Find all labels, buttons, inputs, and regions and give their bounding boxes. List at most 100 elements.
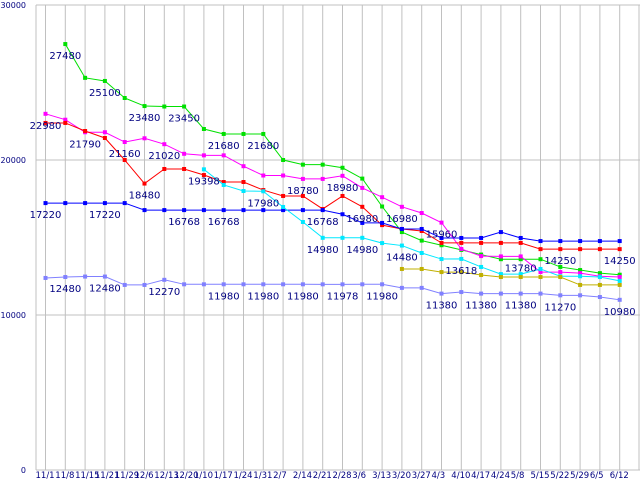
data-point (43, 111, 48, 116)
data-label: 13780 (505, 263, 537, 274)
data-point (399, 230, 404, 235)
data-point (360, 235, 365, 240)
data-point (419, 285, 424, 290)
data-point (142, 282, 147, 287)
data-label: 11380 (426, 301, 458, 312)
data-point (83, 201, 88, 206)
data-label: 23480 (129, 113, 161, 124)
data-point (182, 151, 187, 156)
x-tick-label: 11/1 (36, 471, 55, 480)
data-point (558, 264, 563, 269)
data-label: 12480 (49, 284, 81, 295)
x-tick-label: 2/7 (273, 471, 287, 480)
data-label: 18980 (327, 183, 359, 194)
series-magenta (43, 111, 622, 280)
data-point (221, 208, 226, 213)
y-tick-label: 30000 (1, 1, 26, 10)
data-label: 18480 (129, 191, 161, 202)
data-point (439, 220, 444, 225)
data-point (498, 230, 503, 235)
data-point (439, 291, 444, 296)
data-point (617, 282, 622, 287)
series-lavender (43, 274, 622, 302)
x-tick-label: 6/5 (590, 471, 604, 480)
data-point (320, 208, 325, 213)
data-point (221, 153, 226, 158)
data-point (182, 104, 187, 109)
data-point (360, 220, 365, 225)
data-label: 25100 (89, 88, 121, 99)
x-tick-label: 11/21 (95, 471, 120, 480)
data-point (538, 275, 543, 280)
data-point (201, 173, 206, 178)
data-point (182, 282, 187, 287)
data-point (83, 274, 88, 279)
data-point (320, 282, 325, 287)
x-tick-label: 2/14 (293, 471, 312, 480)
data-point (498, 257, 503, 262)
data-point (558, 270, 563, 275)
series-blue (43, 201, 622, 244)
data-point (399, 243, 404, 248)
x-tick-label: 4/10 (451, 471, 470, 480)
data-point (102, 130, 107, 135)
data-label: 14980 (307, 245, 339, 256)
data-point (419, 211, 424, 216)
data-point (419, 251, 424, 255)
data-point (380, 195, 385, 200)
data-point (201, 282, 206, 287)
data-point (597, 271, 602, 276)
data-point (399, 204, 404, 209)
data-point (182, 166, 187, 171)
data-point (201, 208, 206, 213)
data-point (597, 239, 602, 244)
data-point (122, 96, 127, 100)
x-tick-label: 11/15 (75, 471, 100, 480)
data-point (281, 204, 286, 209)
data-point (162, 142, 167, 147)
x-tick-label: 2/21 (313, 471, 332, 480)
data-point (360, 176, 365, 181)
data-point (479, 235, 484, 240)
x-tick-label: 6/12 (610, 471, 629, 480)
data-point (380, 204, 385, 209)
data-label: 16768 (208, 217, 240, 228)
data-point (538, 257, 543, 262)
data-point (281, 158, 286, 162)
data-point (518, 257, 523, 262)
data-point (617, 239, 622, 244)
data-label: 12270 (148, 287, 180, 298)
data-point (241, 180, 246, 185)
data-point (281, 173, 286, 178)
data-point (162, 104, 167, 109)
data-point (340, 173, 345, 178)
data-point (241, 131, 246, 136)
data-label: 22980 (30, 121, 62, 132)
data-label: 21160 (109, 149, 141, 160)
series-line-red (45, 122, 620, 250)
data-label: 17980 (247, 198, 279, 209)
data-point (241, 189, 246, 193)
data-point (241, 164, 246, 169)
x-tick-label: 4/3 (432, 471, 446, 480)
data-point (558, 239, 563, 244)
data-point (538, 270, 543, 275)
data-point (439, 235, 444, 240)
x-tick-label: 5/15 (531, 471, 550, 480)
data-point (261, 208, 266, 213)
data-point (419, 226, 424, 231)
data-label: 14250 (544, 256, 576, 267)
data-label: 10980 (604, 307, 636, 318)
data-point (479, 240, 484, 245)
data-point (221, 182, 226, 187)
data-point (617, 275, 622, 280)
data-point (340, 165, 345, 170)
data-label: 11980 (208, 291, 240, 302)
data-point (340, 282, 345, 287)
data-label: 23450 (168, 114, 200, 125)
data-point (578, 293, 583, 298)
data-label: 11270 (544, 302, 576, 313)
data-point (340, 193, 345, 198)
data-point (479, 254, 484, 259)
data-point (459, 235, 464, 240)
